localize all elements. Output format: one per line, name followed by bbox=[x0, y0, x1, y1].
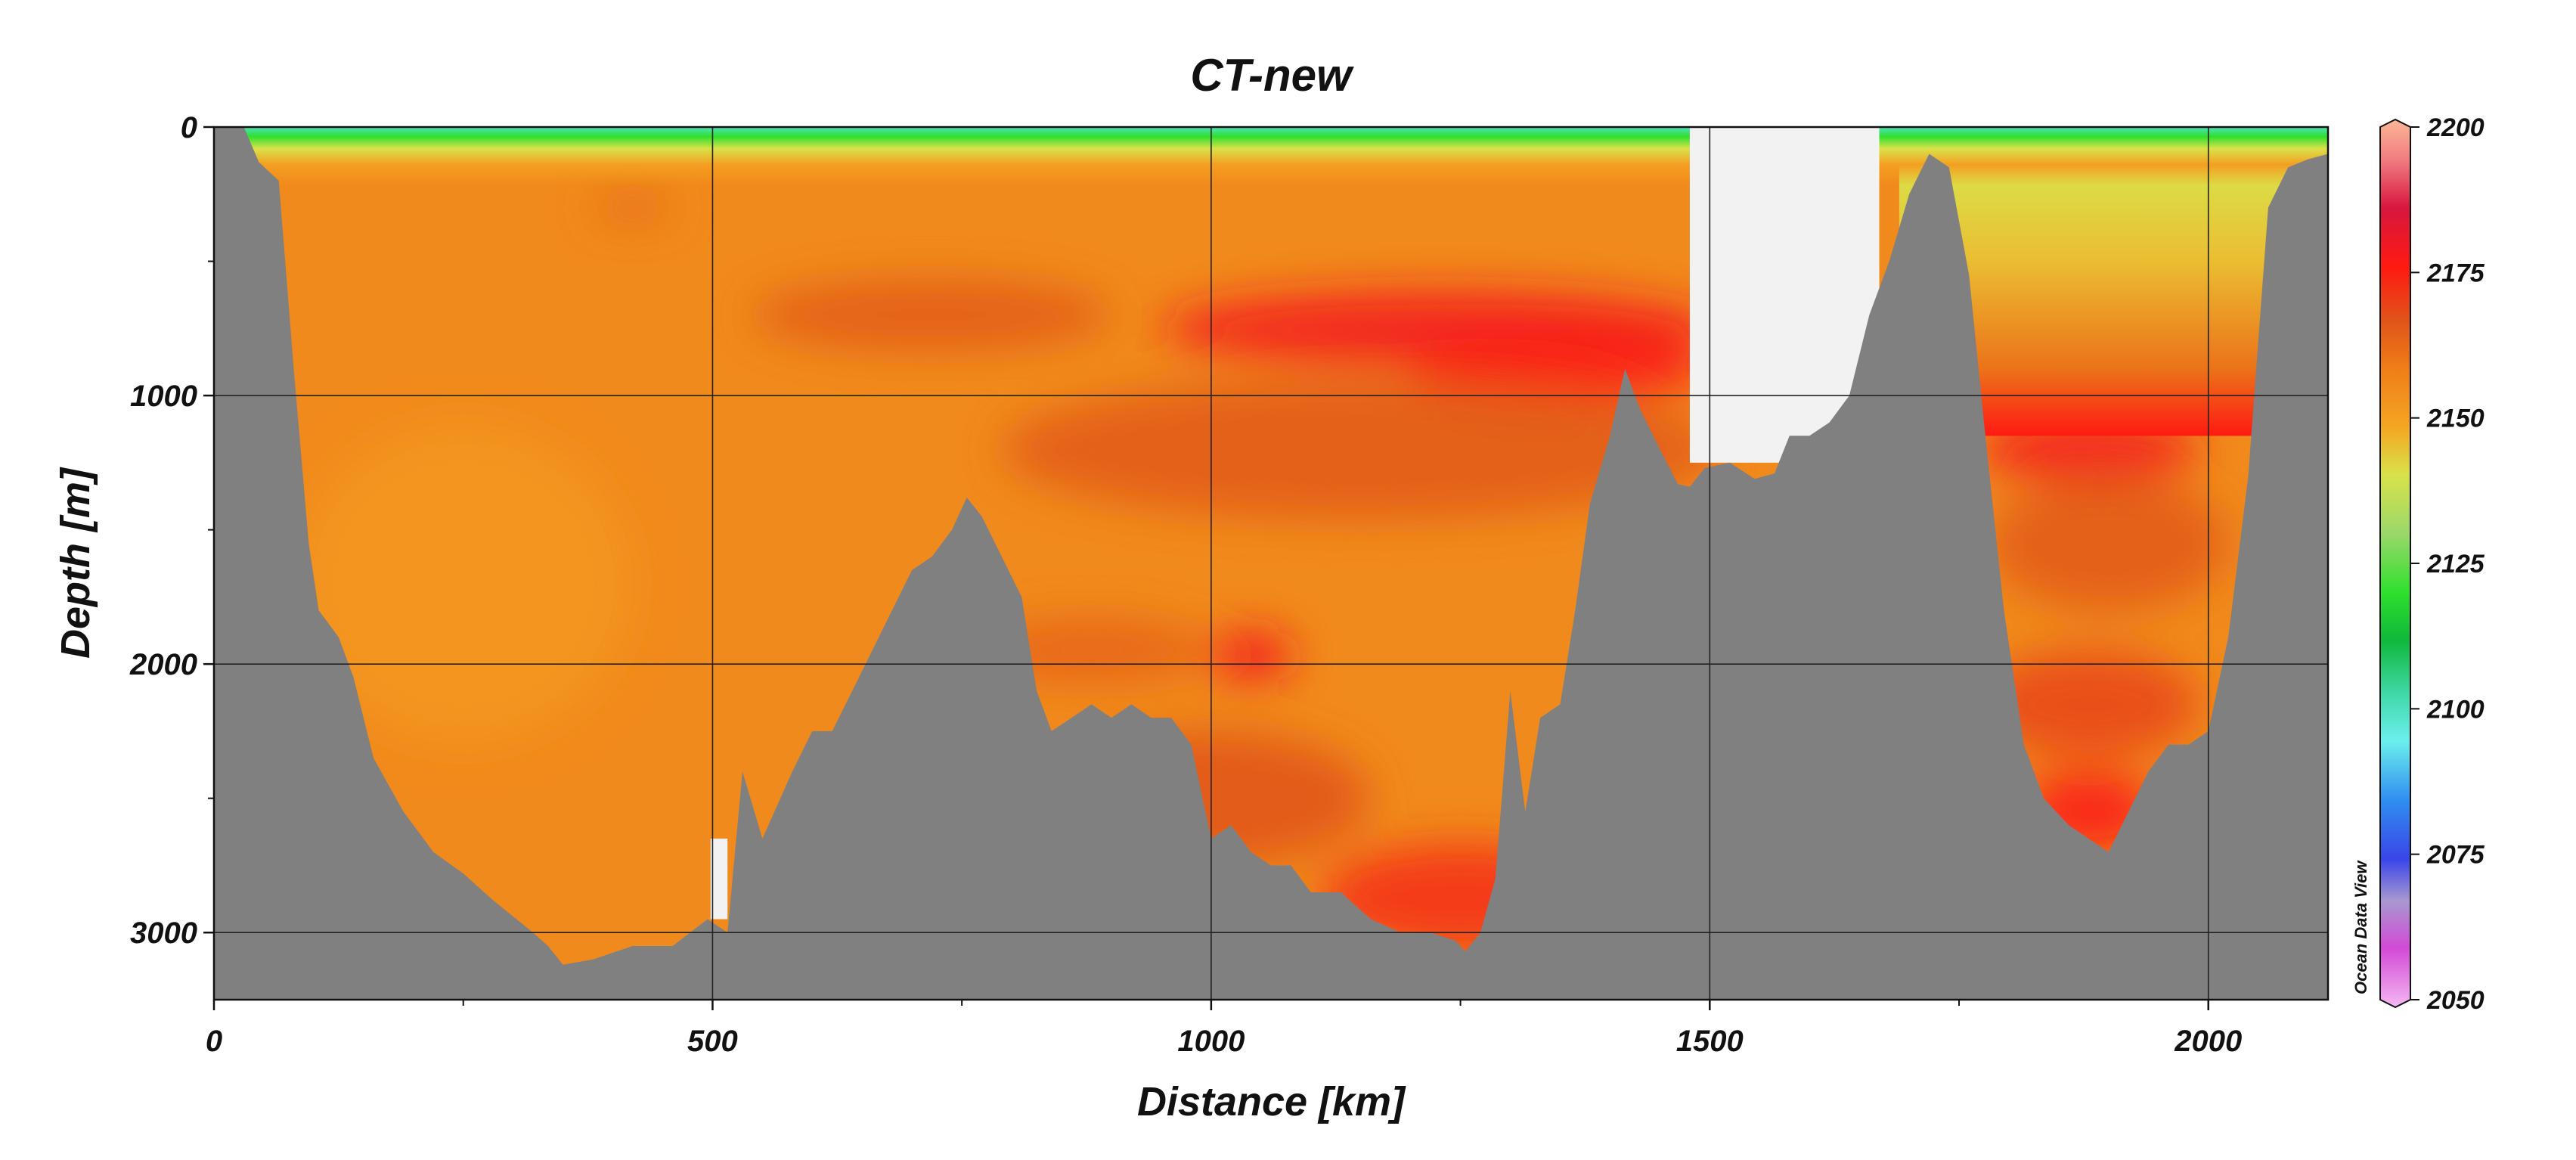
colorbar-tick-label: 2175 bbox=[2426, 259, 2485, 287]
colorbar-tick-label: 2050 bbox=[2426, 986, 2485, 1015]
plot-frame bbox=[212, 126, 2330, 1001]
surface-layer bbox=[214, 127, 2328, 187]
y-tick-label: 1000 bbox=[130, 380, 197, 413]
colorbar-body bbox=[2379, 118, 2411, 1009]
y-tick-label: 0 bbox=[181, 111, 197, 144]
x-tick-label: 2000 bbox=[2174, 1025, 2242, 1058]
colorbar-tick-label: 2075 bbox=[2426, 841, 2485, 870]
chart-title: CT-new bbox=[1190, 50, 1354, 101]
x-tick-label: 0 bbox=[206, 1025, 222, 1058]
x-axis: 0 500 1000 1500 2000 bbox=[206, 1000, 2242, 1058]
x-tick-label: 1000 bbox=[1177, 1025, 1245, 1058]
blank-region bbox=[710, 838, 728, 920]
field-blob bbox=[1989, 476, 2229, 611]
field-blob bbox=[1979, 650, 2199, 758]
colorbar-tick-label: 2125 bbox=[2426, 550, 2485, 578]
field-blob bbox=[593, 195, 673, 220]
y-axis: 0 1000 2000 3000 bbox=[129, 111, 214, 950]
x-tick-label: 1500 bbox=[1676, 1025, 1744, 1058]
x-tick-label: 500 bbox=[687, 1025, 738, 1058]
y-tick-label: 2000 bbox=[129, 648, 197, 681]
colorbar-tick-label: 2200 bbox=[2426, 113, 2485, 142]
y-tick-label: 3000 bbox=[130, 917, 197, 950]
field-blob bbox=[1209, 630, 1294, 682]
y-axis-label: Depth [m] bbox=[53, 467, 98, 659]
x-axis-label: Distance [km] bbox=[1137, 1079, 1406, 1124]
colorbar-tick-label: 2100 bbox=[2426, 695, 2485, 724]
colorbar: 2200 2175 2150 2125 2100 2075 2050 Ocean Data … bbox=[2351, 113, 2485, 1015]
field-blob bbox=[1001, 379, 1720, 520]
field-blob bbox=[752, 280, 1111, 350]
grid-lines bbox=[214, 127, 2328, 1000]
plot-area bbox=[214, 127, 2328, 1000]
odv-credit: Ocean Data View bbox=[2351, 860, 2370, 994]
bathymetry-land bbox=[214, 127, 2328, 1000]
colorbar-ticks: 2200 2175 2150 2125 2100 2075 2050 bbox=[2410, 113, 2485, 1015]
colorbar-tick-label: 2150 bbox=[2426, 405, 2485, 433]
